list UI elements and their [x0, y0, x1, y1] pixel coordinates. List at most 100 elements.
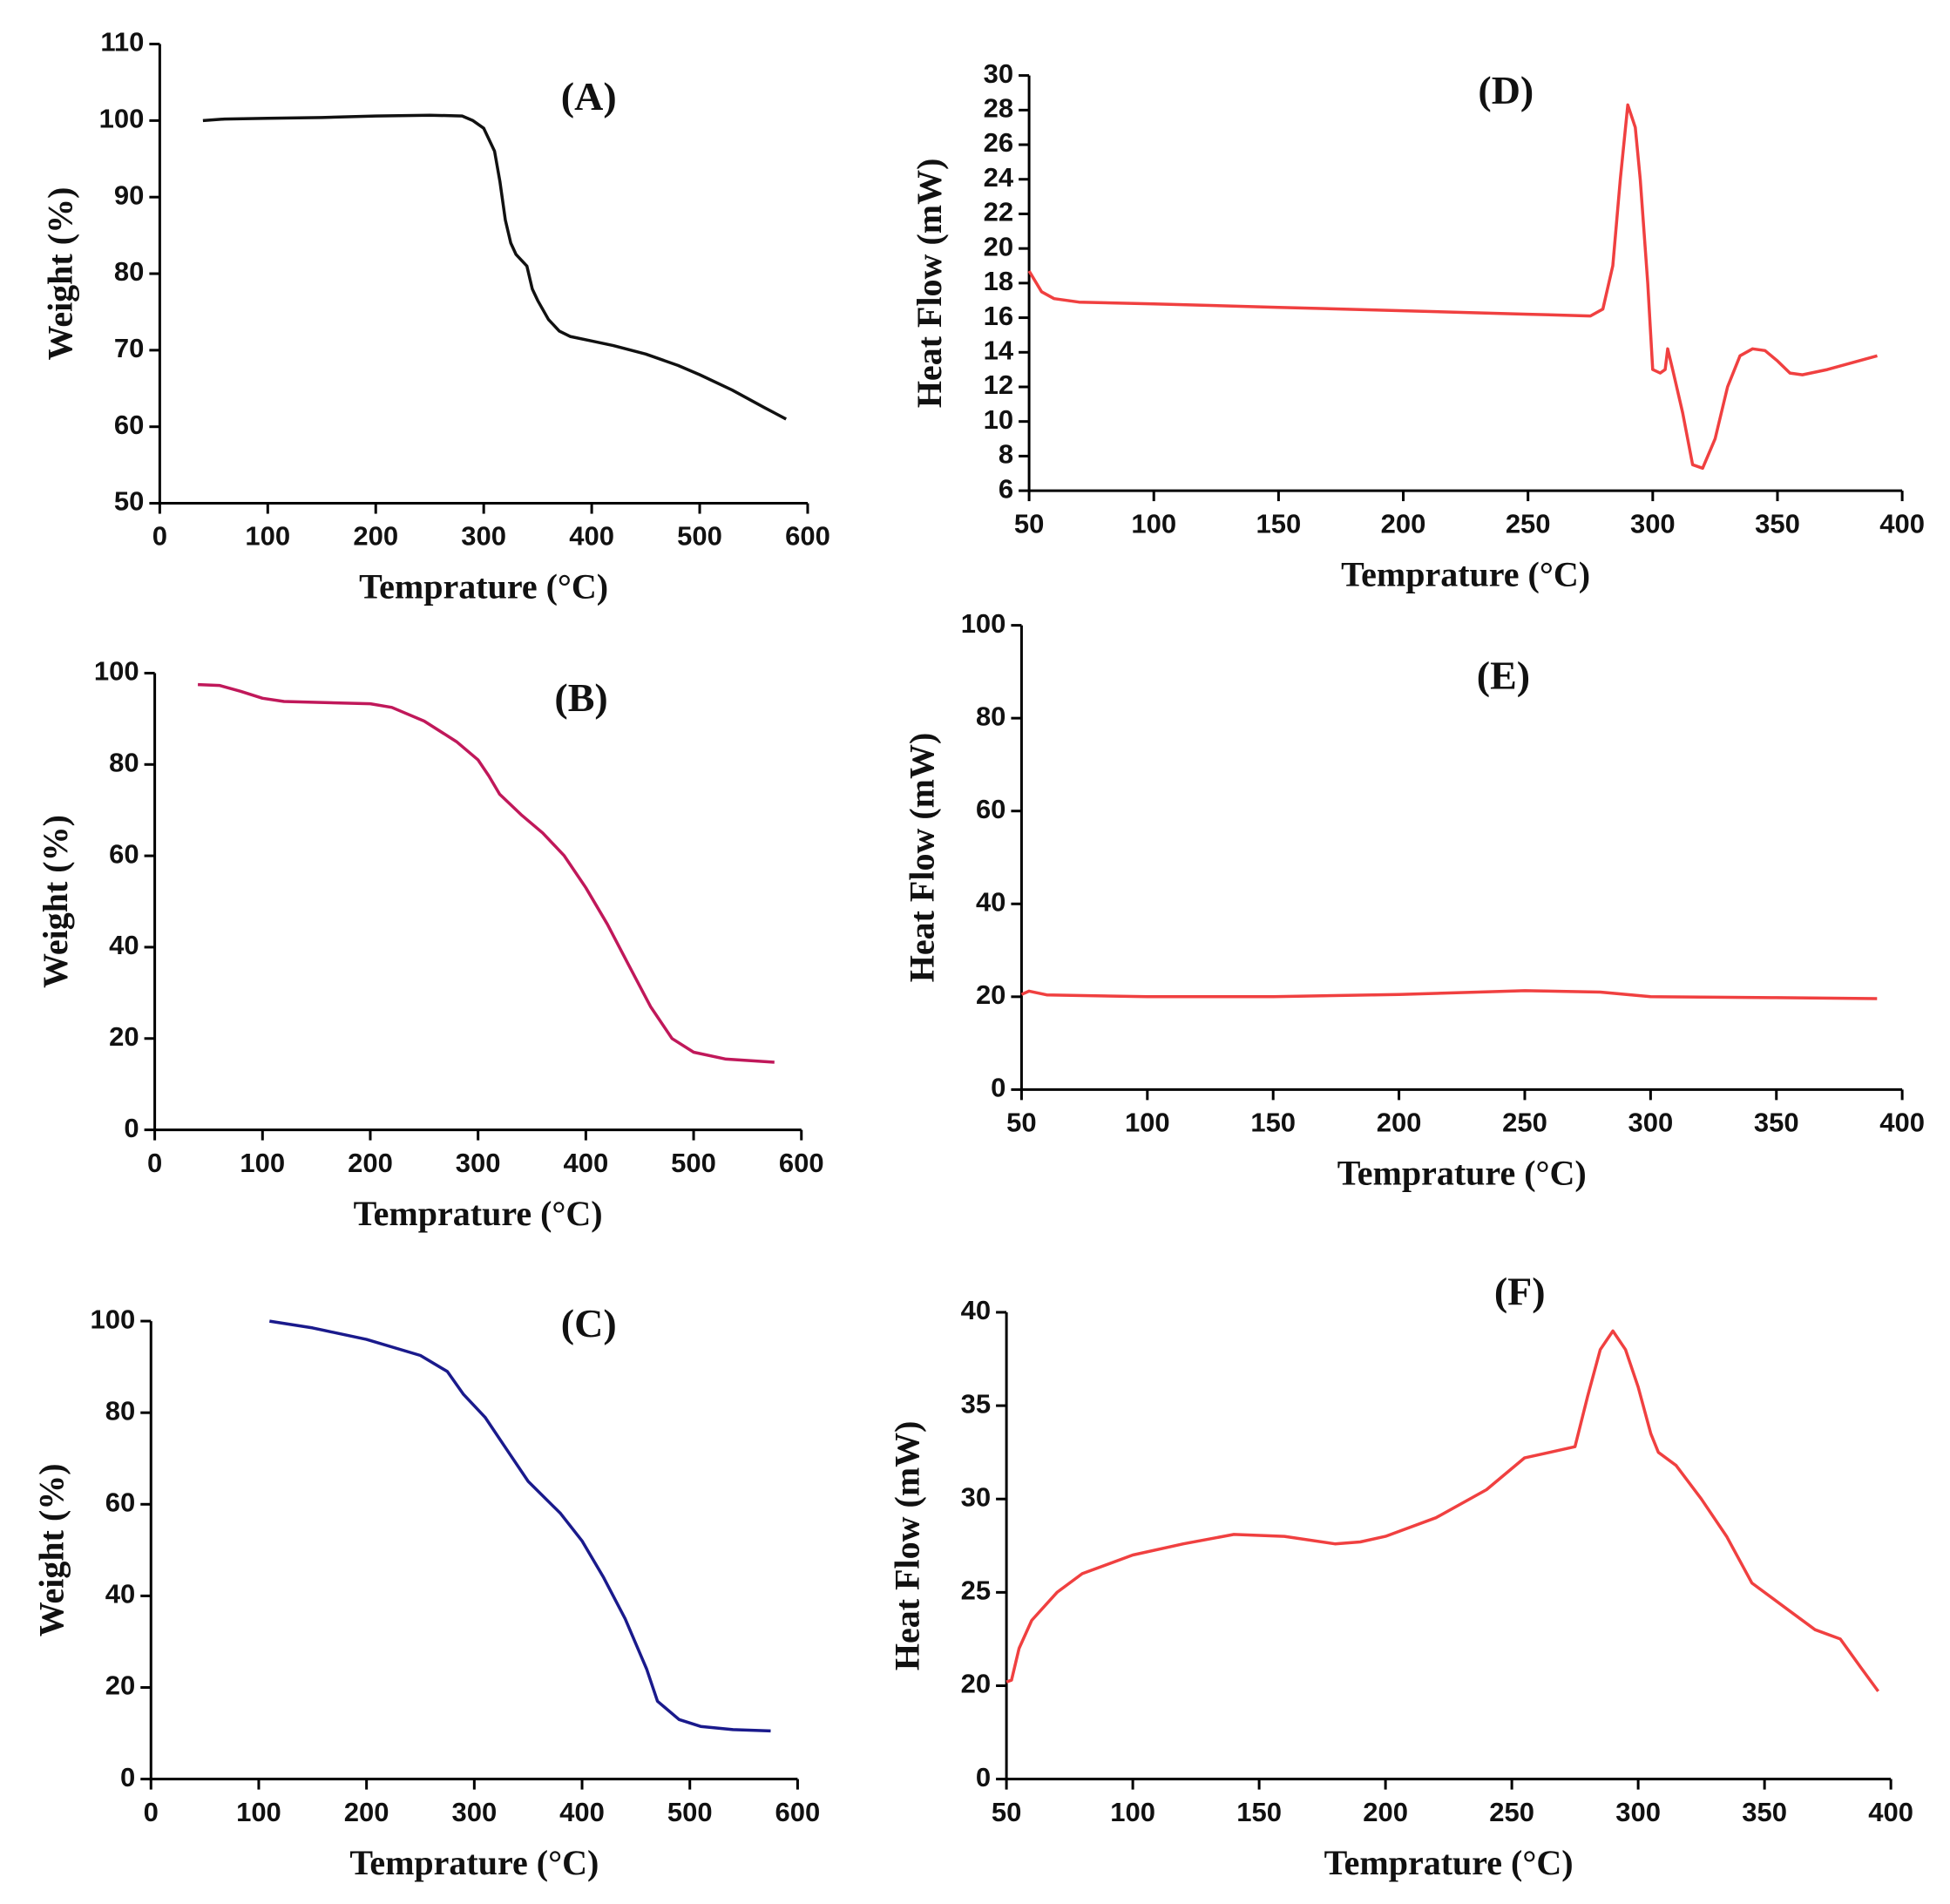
y-tick-label: 100 — [961, 608, 1006, 639]
y-tick-label: 80 — [114, 256, 144, 287]
x-tick-label: 400 — [1868, 1797, 1913, 1827]
y-tick-label: 0 — [991, 1073, 1005, 1103]
y-tick-label: 10 — [984, 404, 1013, 435]
y-tick-label: 18 — [984, 266, 1013, 296]
x-tick-label: 200 — [1381, 508, 1426, 539]
x-axis-label: Temprature (°C) — [349, 1843, 599, 1882]
y-tick-label: 28 — [984, 93, 1013, 124]
x-tick-label: 100 — [240, 1148, 285, 1178]
data-line — [198, 682, 775, 1064]
y-tick-label: 25 — [961, 1575, 991, 1606]
y-axis-label: Heat Flow (mW) — [910, 159, 949, 409]
x-tick-label: 150 — [1250, 1108, 1296, 1138]
y-axis-label: Heat Flow (mW) — [887, 1420, 926, 1670]
y-tick-label: 30 — [961, 1481, 991, 1512]
x-tick-label: 300 — [1615, 1797, 1661, 1827]
y-tick-label: 20 — [105, 1670, 135, 1701]
x-tick-label: 250 — [1502, 1108, 1547, 1138]
y-tick-label: 8 — [999, 439, 1013, 470]
x-tick-label: 300 — [456, 1148, 501, 1178]
x-tick-label: 50 — [1014, 508, 1044, 539]
data-line — [1005, 1329, 1880, 1692]
panel: 50 60 70 80 90 100 110 0 100 200 300 400 500 600 (A) Te… — [41, 27, 830, 606]
x-tick-label: 100 — [1125, 1108, 1170, 1138]
x-tick-label: 500 — [671, 1148, 716, 1178]
y-tick-label: 70 — [114, 333, 144, 363]
data-line — [269, 1319, 771, 1733]
data-line — [202, 113, 788, 421]
x-axis-label: Temprature (°C) — [1337, 1154, 1587, 1193]
y-tick-label: 6 — [999, 473, 1013, 504]
x-axis-label: Temprature (°C) — [359, 567, 608, 606]
x-tick-label: 0 — [147, 1148, 162, 1178]
data-line — [1020, 989, 1878, 1000]
y-tick-label: 12 — [984, 369, 1013, 400]
x-tick-label: 500 — [667, 1797, 713, 1827]
y-tick-label: 60 — [114, 410, 144, 440]
x-tick-label: 0 — [152, 521, 167, 552]
y-tick-label: 20 — [984, 231, 1013, 261]
x-tick-label: 400 — [1879, 508, 1925, 539]
x-tick-label: 100 — [245, 521, 290, 552]
y-tick-label: 0 — [124, 1113, 139, 1143]
y-tick-label: 16 — [984, 301, 1013, 331]
y-tick-label: 80 — [976, 701, 1005, 731]
x-tick-label: 600 — [779, 1148, 824, 1178]
x-tick-label: 100 — [236, 1797, 281, 1827]
x-tick-label: 300 — [1628, 1108, 1673, 1138]
y-tick-label: 0 — [976, 1762, 991, 1792]
panel-title: (F) — [1494, 1270, 1546, 1314]
panel: 0 20 40 60 80 100 50 100 150 200 250 300 350 400 (E) Te… — [903, 608, 1925, 1193]
x-tick-label: 400 — [559, 1797, 605, 1827]
x-tick-label: 250 — [1489, 1797, 1534, 1827]
panel-title: (D) — [1478, 68, 1534, 112]
y-tick-label: 80 — [109, 747, 139, 777]
x-tick-label: 350 — [1755, 508, 1800, 539]
x-tick-label: 200 — [344, 1797, 389, 1827]
y-tick-label: 20 — [976, 979, 1005, 1010]
y-tick-label: 40 — [105, 1579, 135, 1609]
y-tick-label: 26 — [984, 127, 1013, 158]
y-tick-label: 30 — [984, 58, 1013, 89]
panel-title: (C) — [561, 1301, 617, 1345]
y-tick-label: 40 — [109, 930, 139, 960]
y-tick-label: 60 — [109, 838, 139, 869]
x-tick-label: 50 — [992, 1797, 1021, 1827]
y-tick-label: 24 — [984, 162, 1014, 193]
x-tick-label: 200 — [1363, 1797, 1408, 1827]
y-tick-label: 60 — [976, 794, 1005, 824]
y-tick-label: 50 — [114, 486, 144, 517]
y-tick-label: 100 — [94, 656, 139, 687]
panel-title: (B) — [554, 675, 607, 720]
x-axis-label: Temprature (°C) — [1324, 1843, 1574, 1882]
x-tick-label: 300 — [461, 521, 506, 552]
panel: 0 20 25 30 35 40 50 100 150 200 250 300 350 400 (F) Tem… — [887, 1270, 1913, 1882]
y-tick-label: 20 — [109, 1021, 139, 1052]
x-tick-label: 250 — [1506, 508, 1551, 539]
x-tick-label: 50 — [1006, 1108, 1036, 1138]
x-tick-label: 100 — [1131, 508, 1176, 539]
x-tick-label: 400 — [569, 521, 614, 552]
panel: 0 20 40 60 80 100 0 100 200 300 400 500 600 (B) Tempra… — [36, 656, 824, 1233]
x-axis-label: Temprature (°C) — [1341, 554, 1590, 593]
x-tick-label: 350 — [1754, 1108, 1799, 1138]
x-tick-label: 300 — [451, 1797, 497, 1827]
x-tick-label: 100 — [1110, 1797, 1155, 1827]
x-tick-label: 0 — [144, 1797, 159, 1827]
y-tick-label: 80 — [105, 1395, 135, 1426]
x-tick-label: 400 — [563, 1148, 608, 1178]
x-tick-label: 150 — [1236, 1797, 1282, 1827]
x-tick-label: 200 — [353, 521, 398, 552]
x-axis-label: Temprature (°C) — [354, 1194, 603, 1233]
x-tick-label: 300 — [1630, 508, 1676, 539]
x-tick-label: 600 — [785, 521, 830, 552]
panel: 0 20 40 60 80 100 0 100 200 300 400 500 600 (C) Tempra… — [31, 1301, 820, 1882]
y-tick-label: 14 — [984, 335, 1014, 365]
x-tick-label: 600 — [775, 1797, 821, 1827]
panel-title: (E) — [1477, 653, 1530, 697]
y-axis-label: Weight (%) — [31, 1463, 71, 1636]
y-axis-label: Weight (%) — [41, 187, 80, 361]
y-axis-label: Weight (%) — [36, 815, 75, 988]
